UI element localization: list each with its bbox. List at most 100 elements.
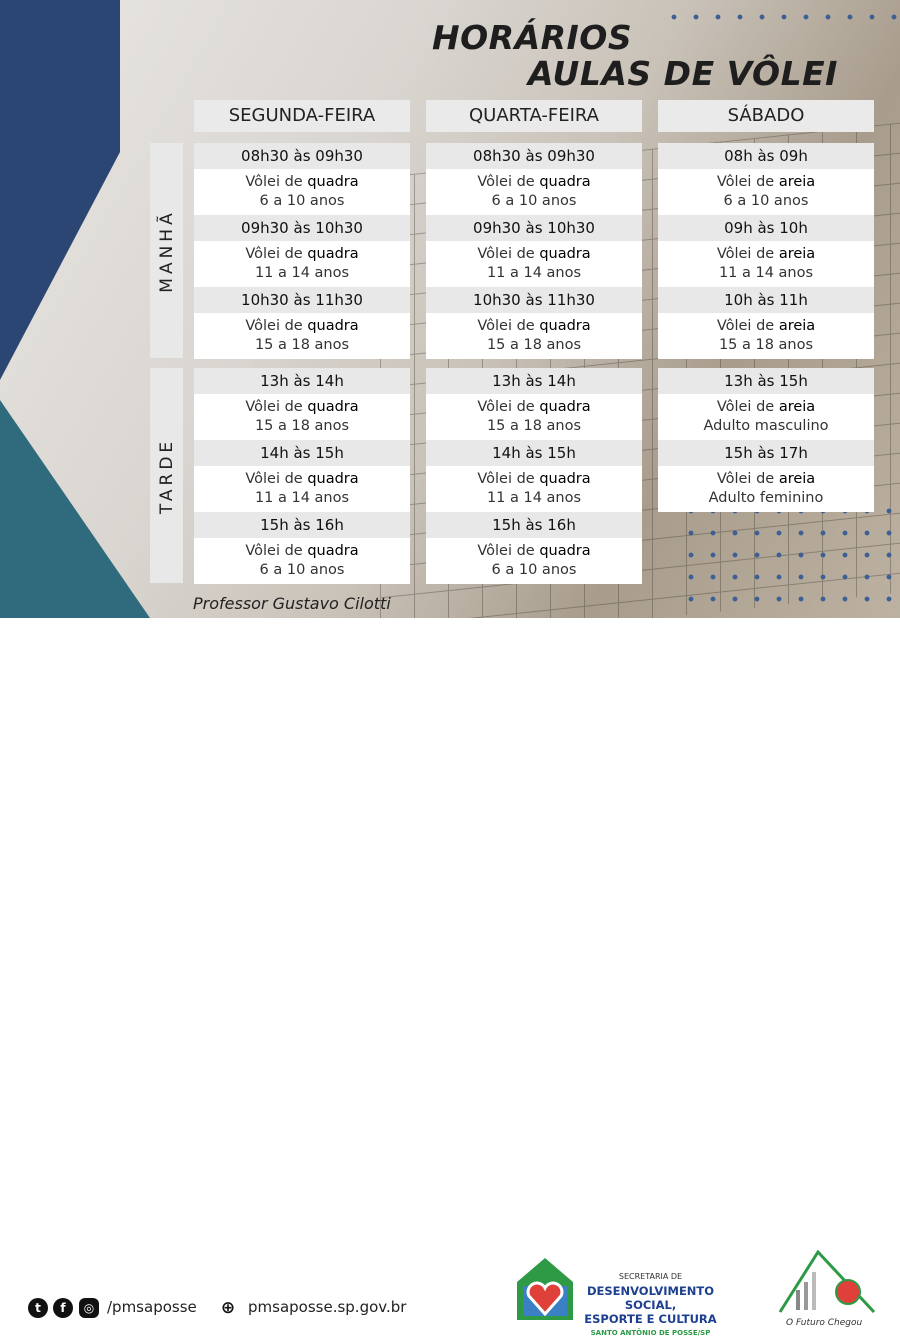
morning-schedule: 08h às 09h Vôlei de areia 6 a 10 anos 09… bbox=[658, 143, 874, 359]
slot-details: Vôlei de quadra 11 a 14 anos bbox=[194, 466, 410, 512]
activity-prefix: Vôlei de bbox=[245, 543, 303, 559]
age-group: 15 a 18 anos bbox=[254, 418, 350, 434]
slot-details: Vôlei de quadra 15 a 18 anos bbox=[194, 313, 410, 359]
teal-decor-shape bbox=[0, 400, 150, 618]
activity-prefix: Vôlei de bbox=[477, 246, 535, 262]
activity: Vôlei de quadra bbox=[426, 470, 642, 489]
court-type: areia bbox=[778, 471, 816, 487]
slot-time: 15h às 16h bbox=[194, 512, 410, 538]
slot-time: 09h30 às 10h30 bbox=[426, 215, 642, 241]
period-morning: MANHÃ bbox=[150, 143, 183, 358]
slot-details: Vôlei de quadra 6 a 10 anos bbox=[426, 169, 642, 215]
activity-prefix: Vôlei de bbox=[716, 318, 775, 334]
court-type: quadra bbox=[307, 471, 359, 487]
age-group: 6 a 10 anos bbox=[259, 562, 345, 578]
slot-details: Vôlei de areia 15 a 18 anos bbox=[658, 313, 874, 359]
class-slot: 13h às 14h Vôlei de quadra 15 a 18 anos bbox=[194, 368, 410, 440]
activity-prefix: Vôlei de bbox=[245, 399, 303, 415]
age-group: 11 a 14 anos bbox=[486, 265, 582, 281]
court-type: quadra bbox=[307, 174, 359, 190]
class-slot: 10h30 às 11h30 Vôlei de quadra 15 a 18 a… bbox=[426, 287, 642, 359]
slot-details: Vôlei de quadra 15 a 18 anos bbox=[426, 394, 642, 440]
class-slot: 13h às 15h Vôlei de areia Adulto masculi… bbox=[658, 368, 874, 440]
court-type: quadra bbox=[539, 246, 591, 262]
activity: Vôlei de quadra bbox=[194, 398, 410, 417]
slot-time: 13h às 14h bbox=[194, 368, 410, 394]
activity-prefix: Vôlei de bbox=[477, 543, 535, 559]
age-group: 15 a 18 anos bbox=[254, 337, 350, 353]
website-link[interactable]: pmsaposse.sp.gov.br bbox=[248, 1298, 407, 1316]
instagram-icon[interactable]: ◎ bbox=[79, 1298, 99, 1318]
activity: Vôlei de areia bbox=[658, 398, 874, 417]
class-slot: 08h30 às 09h30 Vôlei de quadra 6 a 10 an… bbox=[426, 143, 642, 215]
activity: Vôlei de quadra bbox=[194, 173, 410, 192]
slot-time: 09h às 10h bbox=[658, 215, 874, 241]
activity: Vôlei de quadra bbox=[194, 245, 410, 264]
age-group: Adulto masculino bbox=[703, 418, 829, 434]
poster-background: HORÁRIOS AULAS DE VÔLEI MANHÃ TARDE SEGU… bbox=[0, 0, 900, 618]
court-type: quadra bbox=[539, 318, 591, 334]
class-slot: 14h às 15h Vôlei de quadra 11 a 14 anos bbox=[426, 440, 642, 512]
class-slot: 08h às 09h Vôlei de areia 6 a 10 anos bbox=[658, 143, 874, 215]
afternoon-schedule: 13h às 14h Vôlei de quadra 15 a 18 anos … bbox=[194, 368, 410, 584]
slot-time: 13h às 15h bbox=[658, 368, 874, 394]
class-slot: 09h30 às 10h30 Vôlei de quadra 11 a 14 a… bbox=[426, 215, 642, 287]
activity: Vôlei de quadra bbox=[426, 317, 642, 336]
slot-details: Vôlei de areia Adulto feminino bbox=[658, 466, 874, 512]
activity-prefix: Vôlei de bbox=[245, 246, 303, 262]
activity-prefix: Vôlei de bbox=[716, 174, 775, 190]
court-type: areia bbox=[778, 399, 816, 415]
age-group: 15 a 18 anos bbox=[486, 418, 582, 434]
twitter-icon[interactable]: t bbox=[28, 1298, 48, 1318]
title-line1: HORÁRIOS bbox=[432, 18, 633, 57]
city-logo bbox=[778, 1250, 876, 1314]
court-type: quadra bbox=[539, 543, 591, 559]
slot-details: Vôlei de areia 11 a 14 anos bbox=[658, 241, 874, 287]
period-label: MANHÃ bbox=[156, 208, 177, 293]
age-group: 15 a 18 anos bbox=[486, 337, 582, 353]
activity-prefix: Vôlei de bbox=[477, 399, 535, 415]
age-group: 15 a 18 anos bbox=[718, 337, 814, 353]
afternoon-schedule: 13h às 14h Vôlei de quadra 15 a 18 anos … bbox=[426, 368, 642, 584]
age-group: 11 a 14 anos bbox=[254, 265, 350, 281]
slot-time: 10h30 às 11h30 bbox=[194, 287, 410, 313]
age-group: 6 a 10 anos bbox=[723, 193, 809, 209]
class-slot: 10h30 às 11h30 Vôlei de quadra 15 a 18 a… bbox=[194, 287, 410, 359]
secretaria-text: SECRETARIA DE DESENVOLVIMENTO SOCIAL, ES… bbox=[578, 1270, 723, 1340]
secretaria-line1: SECRETARIA DE bbox=[618, 1272, 683, 1281]
footer: t f ◎ /pmsaposse ⊕ pmsaposse.sp.gov.br S… bbox=[0, 618, 900, 1337]
professor-name: Professor Gustavo Cilotti bbox=[193, 594, 391, 613]
slot-time: 14h às 15h bbox=[194, 440, 410, 466]
slot-details: Vôlei de quadra 6 a 10 anos bbox=[194, 169, 410, 215]
activity: Vôlei de areia bbox=[658, 470, 874, 489]
secretaria-house-logo bbox=[517, 1258, 573, 1320]
age-group: 6 a 10 anos bbox=[491, 562, 577, 578]
slot-time: 13h às 14h bbox=[426, 368, 642, 394]
class-slot: 15h às 16h Vôlei de quadra 6 a 10 anos bbox=[194, 512, 410, 584]
slot-time: 15h às 16h bbox=[426, 512, 642, 538]
activity: Vôlei de areia bbox=[658, 245, 874, 264]
activity-prefix: Vôlei de bbox=[245, 318, 303, 334]
period-label: TARDE bbox=[156, 437, 177, 514]
slot-time: 08h30 às 09h30 bbox=[194, 143, 410, 169]
age-group: Adulto feminino bbox=[708, 490, 824, 506]
day-header: QUARTA-FEIRA bbox=[426, 100, 642, 132]
slot-details: Vôlei de areia 6 a 10 anos bbox=[658, 169, 874, 215]
activity: Vôlei de quadra bbox=[194, 542, 410, 561]
facebook-icon[interactable]: f bbox=[53, 1298, 73, 1318]
activity-prefix: Vôlei de bbox=[716, 399, 775, 415]
dot-pattern bbox=[663, 6, 900, 28]
slot-time: 10h às 11h bbox=[658, 287, 874, 313]
afternoon-schedule: 13h às 15h Vôlei de areia Adulto masculi… bbox=[658, 368, 874, 512]
secretaria-line2: DESENVOLVIMENTO SOCIAL, bbox=[586, 1284, 715, 1312]
secretaria-line4: SANTO ANTÔNIO DE POSSE/SP bbox=[590, 1329, 711, 1337]
city-slogan: O Futuro Chegou bbox=[786, 1318, 863, 1328]
slot-details: Vôlei de quadra 11 a 14 anos bbox=[426, 241, 642, 287]
slot-time: 09h30 às 10h30 bbox=[194, 215, 410, 241]
social-handle[interactable]: /pmsaposse bbox=[107, 1298, 197, 1316]
activity: Vôlei de quadra bbox=[194, 470, 410, 489]
activity: Vôlei de quadra bbox=[194, 317, 410, 336]
court-type: quadra bbox=[307, 246, 359, 262]
activity-prefix: Vôlei de bbox=[716, 246, 775, 262]
slot-details: Vôlei de quadra 15 a 18 anos bbox=[194, 394, 410, 440]
